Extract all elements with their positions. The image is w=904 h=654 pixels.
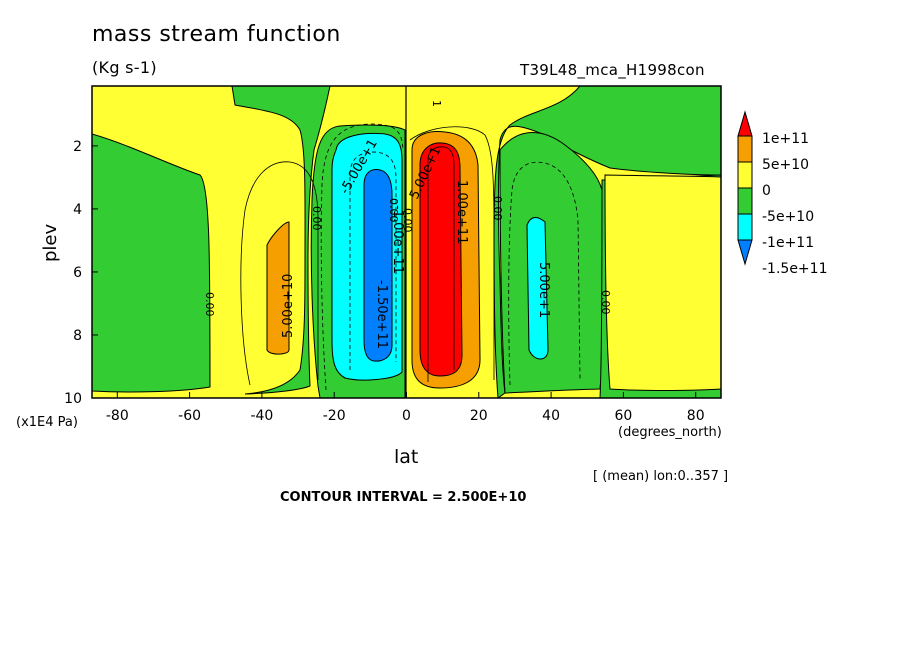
contour-label: -1.00e+11 xyxy=(390,205,405,274)
contour-label: 1 xyxy=(430,100,443,107)
contour-fill-green-top-south xyxy=(231,86,331,395)
x-tick-label: -40 xyxy=(250,408,273,424)
contour-label: 0.00 xyxy=(203,292,216,317)
x-axis-label: lat xyxy=(394,446,419,468)
contour-line-north-inner xyxy=(427,146,455,382)
colorbar-label: -1e+11 xyxy=(762,235,814,251)
contour-fill-cyan-ferrel-north xyxy=(526,217,549,360)
contour-line-south-ferrel xyxy=(240,161,319,386)
x-axis: -80 -60 -40 -20 0 20 40 60 80 xyxy=(106,392,705,424)
contour-fill-green-polar-south xyxy=(92,133,211,393)
y-tick-label: 4 xyxy=(73,202,82,218)
contour-label: 0.00 xyxy=(401,208,414,233)
x-tick-label: 40 xyxy=(542,408,560,424)
contour-fill-green-top-north xyxy=(493,86,721,398)
y-tick-label: 6 xyxy=(73,265,82,281)
x-tick-label: 20 xyxy=(470,408,488,424)
contour-label: 1.00e+11 xyxy=(454,180,469,244)
contour-line-south-mid-dash xyxy=(349,151,397,370)
colorbar-label: 0 xyxy=(762,183,771,199)
x-tick-label: -60 xyxy=(178,408,201,424)
colorbar-swatch xyxy=(737,187,753,215)
colorbar-label: -5e+10 xyxy=(762,209,814,225)
contour-label: 0.00 xyxy=(491,196,504,221)
mean-note: [ (mean) lon:0..357 ] xyxy=(593,469,729,484)
colorbar: 1e+11 5e+10 0 -5e+10 -1e+11 -1.5e+11 xyxy=(737,110,827,277)
colorbar-label: 5e+10 xyxy=(762,157,809,173)
x-axis-units: (degrees_north) xyxy=(618,425,722,440)
x-tick-label: -20 xyxy=(323,408,346,424)
y-axis-units: (x1E4 Pa) xyxy=(16,415,78,430)
chart-title: mass stream function xyxy=(92,22,341,47)
colorbar-arrow-bottom xyxy=(737,239,753,266)
contour-label: 5.00e+10 xyxy=(281,274,296,338)
colorbar-label: -1.5e+11 xyxy=(762,261,827,277)
contour-line-north-ferrel xyxy=(508,161,581,386)
x-tick-label: 60 xyxy=(614,408,632,424)
colorbar-swatch xyxy=(737,135,753,163)
colorbar-swatch xyxy=(737,161,753,189)
contour-label: 0.00 xyxy=(387,198,400,223)
contour-line-north-outer xyxy=(409,126,495,380)
contour-label: 0.00 xyxy=(599,290,612,315)
contour-line-south-outer-dash xyxy=(320,123,404,391)
colorbar-label: 1e+11 xyxy=(762,131,809,147)
contour-fill-orange-ferrel-south xyxy=(266,221,290,355)
y-axis-label: plev xyxy=(40,223,61,262)
colorbar-swatch xyxy=(737,213,753,241)
y-axis: 2 4 6 8 10 xyxy=(64,139,98,407)
contour-fill-yellow-north-polar-band xyxy=(604,174,721,391)
y-tick-label: 10 xyxy=(64,391,82,407)
colorbar-arrow-top xyxy=(737,110,753,137)
contour-label: 5.00e+1 xyxy=(536,262,551,318)
contour-label: 0.00 xyxy=(310,206,323,231)
chart-subtitle: (Kg s-1) xyxy=(92,58,157,77)
contour-label: -1.50e+11 xyxy=(374,280,389,349)
x-tick-label: 80 xyxy=(687,408,705,424)
y-tick-label: 2 xyxy=(73,139,82,155)
contour-fill-red-north xyxy=(419,142,463,377)
x-tick-label: 0 xyxy=(402,408,411,424)
x-tick-label: -80 xyxy=(106,408,129,424)
run-label: T39L48_mca_H1998con xyxy=(520,61,705,79)
contour-fill-blue-south xyxy=(363,169,393,362)
y-tick-label: 8 xyxy=(73,328,82,344)
contour-interval: CONTOUR INTERVAL = 2.500E+10 xyxy=(280,490,527,505)
